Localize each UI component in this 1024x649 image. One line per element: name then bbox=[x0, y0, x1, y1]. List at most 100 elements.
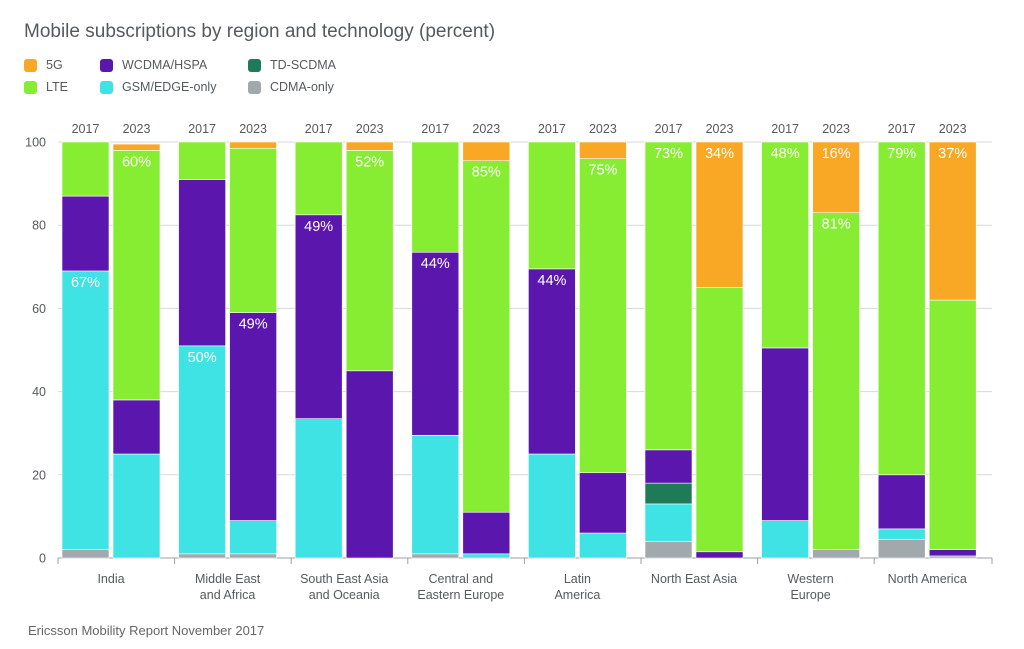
bar-segment bbox=[112, 453, 161, 559]
bar-segment bbox=[178, 141, 226, 180]
bar-segment bbox=[877, 474, 926, 530]
year-label: 2017 bbox=[538, 122, 566, 136]
year-label: 2023 bbox=[822, 122, 850, 136]
legend-item-td-scdma: TD-SCDMA bbox=[248, 58, 336, 72]
bar-segment bbox=[761, 347, 809, 521]
bar-segment bbox=[178, 553, 226, 559]
bar-segment bbox=[462, 553, 511, 559]
bar-segment bbox=[61, 549, 110, 559]
y-tick-label: 20 bbox=[32, 468, 46, 482]
bar-segment bbox=[812, 549, 860, 559]
chart-title: Mobile subscriptions by region and techn… bbox=[24, 21, 496, 42]
bar-segment bbox=[644, 449, 693, 484]
bar-segment bbox=[695, 551, 744, 559]
data-label: 60% bbox=[122, 154, 151, 170]
x-category-label: Latin bbox=[564, 572, 591, 586]
bar-segment bbox=[112, 143, 161, 151]
data-label: 48% bbox=[771, 146, 800, 162]
legend-item-lte: LTE bbox=[24, 80, 68, 94]
bar-segment bbox=[928, 141, 977, 301]
bar-group: 2017 49% 2023 52% bbox=[294, 122, 394, 559]
bar-segment bbox=[462, 511, 511, 555]
data-label: 52% bbox=[355, 154, 384, 170]
legend-label-5g: 5G bbox=[46, 58, 63, 72]
bar-group: 2017 67% 2023 60% bbox=[61, 122, 161, 559]
source-note: Ericsson Mobility Report November 2017 bbox=[28, 623, 265, 638]
legend-label-lte: LTE bbox=[46, 80, 68, 94]
data-label: 81% bbox=[822, 217, 851, 233]
year-label: 2023 bbox=[356, 122, 384, 136]
bar-segment bbox=[644, 482, 693, 505]
year-label: 2017 bbox=[305, 122, 333, 136]
bar-group: 2017 73% 2023 34% bbox=[644, 122, 744, 559]
bar-segment bbox=[812, 212, 860, 550]
data-label: 75% bbox=[588, 163, 617, 179]
data-label: 44% bbox=[537, 273, 566, 289]
year-label: 2017 bbox=[421, 122, 449, 136]
data-label: 85% bbox=[472, 165, 501, 181]
bar-segment bbox=[178, 345, 226, 555]
bar-segment bbox=[178, 179, 226, 347]
bar-segment bbox=[644, 541, 693, 559]
data-label: 49% bbox=[304, 219, 333, 235]
year-label: 2023 bbox=[123, 122, 151, 136]
bar-group: 2017 48% 2023 81% 16% bbox=[761, 122, 860, 559]
bar-segment bbox=[345, 141, 394, 151]
year-label: 2017 bbox=[655, 122, 683, 136]
bar-segment bbox=[229, 312, 277, 521]
bar-segment bbox=[294, 418, 343, 559]
legend-swatch-wcdma bbox=[100, 58, 113, 72]
x-category-label: Middle East bbox=[195, 572, 261, 586]
bar-segment bbox=[61, 141, 110, 197]
x-category-label: India bbox=[97, 572, 124, 586]
legend-swatch-td-scdma bbox=[248, 58, 261, 72]
bar-segment bbox=[411, 553, 460, 559]
chart-legend: 5G LTE WCDMA/HSPA GSM/EDGE-only TD-SCDMA… bbox=[24, 58, 444, 98]
bar-segment bbox=[411, 434, 460, 555]
data-label: 34% bbox=[705, 146, 734, 162]
bar-segment bbox=[61, 270, 110, 550]
legend-item-5g: 5G bbox=[24, 58, 63, 72]
x-category-label: Eastern Europe bbox=[417, 588, 504, 602]
bar-segment bbox=[462, 160, 511, 513]
bar-segment bbox=[695, 287, 744, 553]
x-category-label: North America bbox=[888, 572, 967, 586]
bar-segment bbox=[528, 453, 576, 559]
legend-swatch-cdma bbox=[248, 80, 261, 94]
bar-segment bbox=[695, 141, 744, 288]
x-category-label: South East Asia bbox=[300, 572, 388, 586]
bar-segment bbox=[112, 150, 161, 401]
bar-groups: 2017 67% 2023 60% 2017 50% 2023 49% 2017 49% 2023 5… bbox=[61, 122, 977, 559]
legend-swatch-gsm bbox=[100, 80, 113, 94]
bar-segment bbox=[877, 141, 926, 476]
data-label: 67% bbox=[71, 275, 100, 291]
year-label: 2017 bbox=[771, 122, 799, 136]
year-label: 2023 bbox=[472, 122, 500, 136]
legend-label-wcdma: WCDMA/HSPA bbox=[122, 58, 208, 72]
x-category-label: America bbox=[554, 588, 600, 602]
bar-segment bbox=[928, 549, 977, 557]
bar-segment bbox=[462, 141, 511, 162]
data-label: 44% bbox=[421, 256, 450, 272]
bar-segment bbox=[928, 555, 977, 559]
bar-segment bbox=[411, 251, 460, 436]
year-label: 2017 bbox=[188, 122, 216, 136]
bar-segment bbox=[411, 141, 460, 253]
legend-label-gsm: GSM/EDGE-only bbox=[122, 80, 217, 94]
year-label: 2023 bbox=[239, 122, 267, 136]
year-label: 2023 bbox=[589, 122, 617, 136]
bar-segment bbox=[812, 141, 860, 214]
bar-segment bbox=[61, 195, 110, 272]
bar-segment bbox=[112, 399, 161, 455]
bar-group: 2017 44% 2023 85% bbox=[411, 122, 511, 559]
data-label: 16% bbox=[822, 146, 851, 162]
data-label: 79% bbox=[887, 146, 916, 162]
y-tick-label: 100 bbox=[25, 136, 46, 150]
bar-segment bbox=[579, 141, 627, 159]
bar-segment bbox=[579, 472, 627, 534]
x-category-label: Western bbox=[787, 572, 833, 586]
year-label: 2017 bbox=[888, 122, 916, 136]
x-category-label: Europe bbox=[790, 588, 830, 602]
bar-segment bbox=[294, 214, 343, 419]
